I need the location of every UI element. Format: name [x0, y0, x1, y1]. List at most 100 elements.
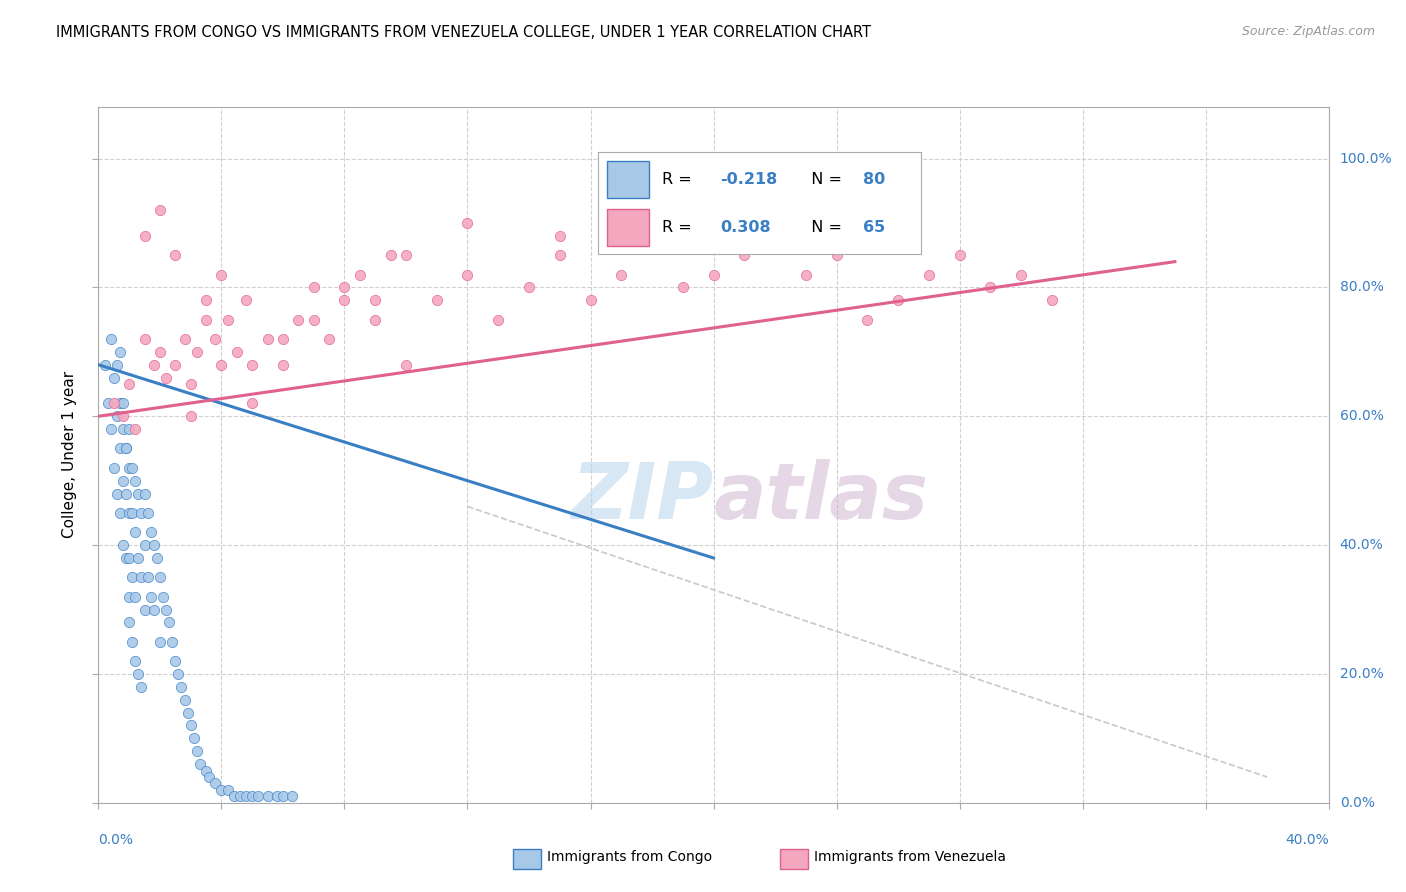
Point: [139, 590, 162, 604]
Point: [949, 248, 972, 262]
Text: -0.218: -0.218: [720, 172, 778, 186]
Point: [173, 332, 195, 346]
Point: [118, 615, 141, 630]
Point: [139, 525, 162, 540]
Point: [204, 332, 226, 346]
Point: [229, 789, 252, 804]
Text: 40.0%: 40.0%: [1340, 538, 1384, 552]
Point: [271, 789, 294, 804]
Point: [195, 293, 218, 308]
Point: [364, 293, 387, 308]
Point: [142, 358, 165, 372]
Point: [105, 486, 128, 500]
Point: [240, 789, 263, 804]
Point: [105, 358, 128, 372]
Point: [703, 268, 725, 282]
Point: [240, 358, 263, 372]
Point: [157, 615, 180, 630]
Point: [112, 538, 135, 552]
Point: [131, 680, 153, 694]
Point: [211, 358, 233, 372]
Point: [486, 312, 509, 326]
Text: 0.0%: 0.0%: [1340, 796, 1375, 810]
Point: [887, 293, 910, 308]
Point: [121, 634, 143, 648]
Point: [149, 570, 172, 584]
Text: 65: 65: [863, 220, 884, 235]
Point: [247, 789, 270, 804]
Point: [918, 268, 941, 282]
FancyBboxPatch shape: [607, 209, 650, 246]
Point: [118, 460, 141, 475]
Point: [579, 293, 602, 308]
Text: Immigrants from Congo: Immigrants from Congo: [547, 850, 711, 864]
Point: [672, 280, 695, 294]
Point: [733, 248, 755, 262]
Point: [103, 396, 125, 410]
Point: [142, 602, 165, 616]
Point: [180, 409, 202, 424]
Point: [641, 228, 664, 243]
Point: [134, 602, 156, 616]
Point: [225, 344, 247, 359]
Point: [167, 667, 190, 681]
Point: [136, 506, 159, 520]
Point: [794, 268, 817, 282]
Point: [152, 590, 174, 604]
Text: 20.0%: 20.0%: [1340, 667, 1384, 681]
Point: [118, 422, 141, 436]
Text: Immigrants from Venezuela: Immigrants from Venezuela: [814, 850, 1007, 864]
Point: [183, 731, 205, 746]
Text: 80.0%: 80.0%: [1340, 280, 1384, 294]
Text: atlas: atlas: [714, 458, 928, 534]
Point: [426, 293, 449, 308]
Text: 60.0%: 60.0%: [1340, 409, 1384, 424]
Point: [134, 538, 156, 552]
Point: [281, 789, 304, 804]
Point: [127, 667, 149, 681]
Point: [142, 538, 165, 552]
Point: [380, 248, 402, 262]
Point: [856, 312, 879, 326]
Text: IMMIGRANTS FROM CONGO VS IMMIGRANTS FROM VENEZUELA COLLEGE, UNDER 1 YEAR CORRELA: IMMIGRANTS FROM CONGO VS IMMIGRANTS FROM…: [56, 25, 872, 40]
Point: [115, 551, 138, 566]
Point: [118, 590, 141, 604]
Point: [266, 789, 288, 804]
Point: [256, 332, 278, 346]
Point: [302, 280, 325, 294]
Point: [118, 377, 141, 392]
Text: 80: 80: [863, 172, 884, 186]
Point: [97, 396, 120, 410]
Point: [703, 203, 725, 218]
Point: [235, 789, 257, 804]
Point: [124, 422, 146, 436]
Point: [217, 312, 239, 326]
Point: [162, 634, 183, 648]
Point: [134, 228, 156, 243]
Text: 100.0%: 100.0%: [1340, 152, 1392, 166]
Point: [124, 654, 146, 668]
Point: [211, 783, 233, 797]
Point: [222, 789, 245, 804]
Text: N =: N =: [801, 172, 848, 186]
Point: [136, 570, 159, 584]
Point: [302, 312, 325, 326]
Point: [240, 396, 263, 410]
Point: [127, 486, 149, 500]
Point: [456, 216, 478, 230]
Point: [134, 332, 156, 346]
Point: [124, 474, 146, 488]
Point: [763, 228, 786, 243]
Point: [170, 680, 193, 694]
Point: [198, 770, 221, 784]
Point: [108, 442, 131, 456]
Point: [188, 757, 211, 772]
Point: [456, 268, 478, 282]
Point: [131, 570, 153, 584]
Point: [121, 460, 143, 475]
Point: [115, 442, 138, 456]
Point: [610, 268, 633, 282]
Point: [395, 248, 418, 262]
Text: Source: ZipAtlas.com: Source: ZipAtlas.com: [1241, 25, 1375, 38]
Point: [146, 551, 169, 566]
